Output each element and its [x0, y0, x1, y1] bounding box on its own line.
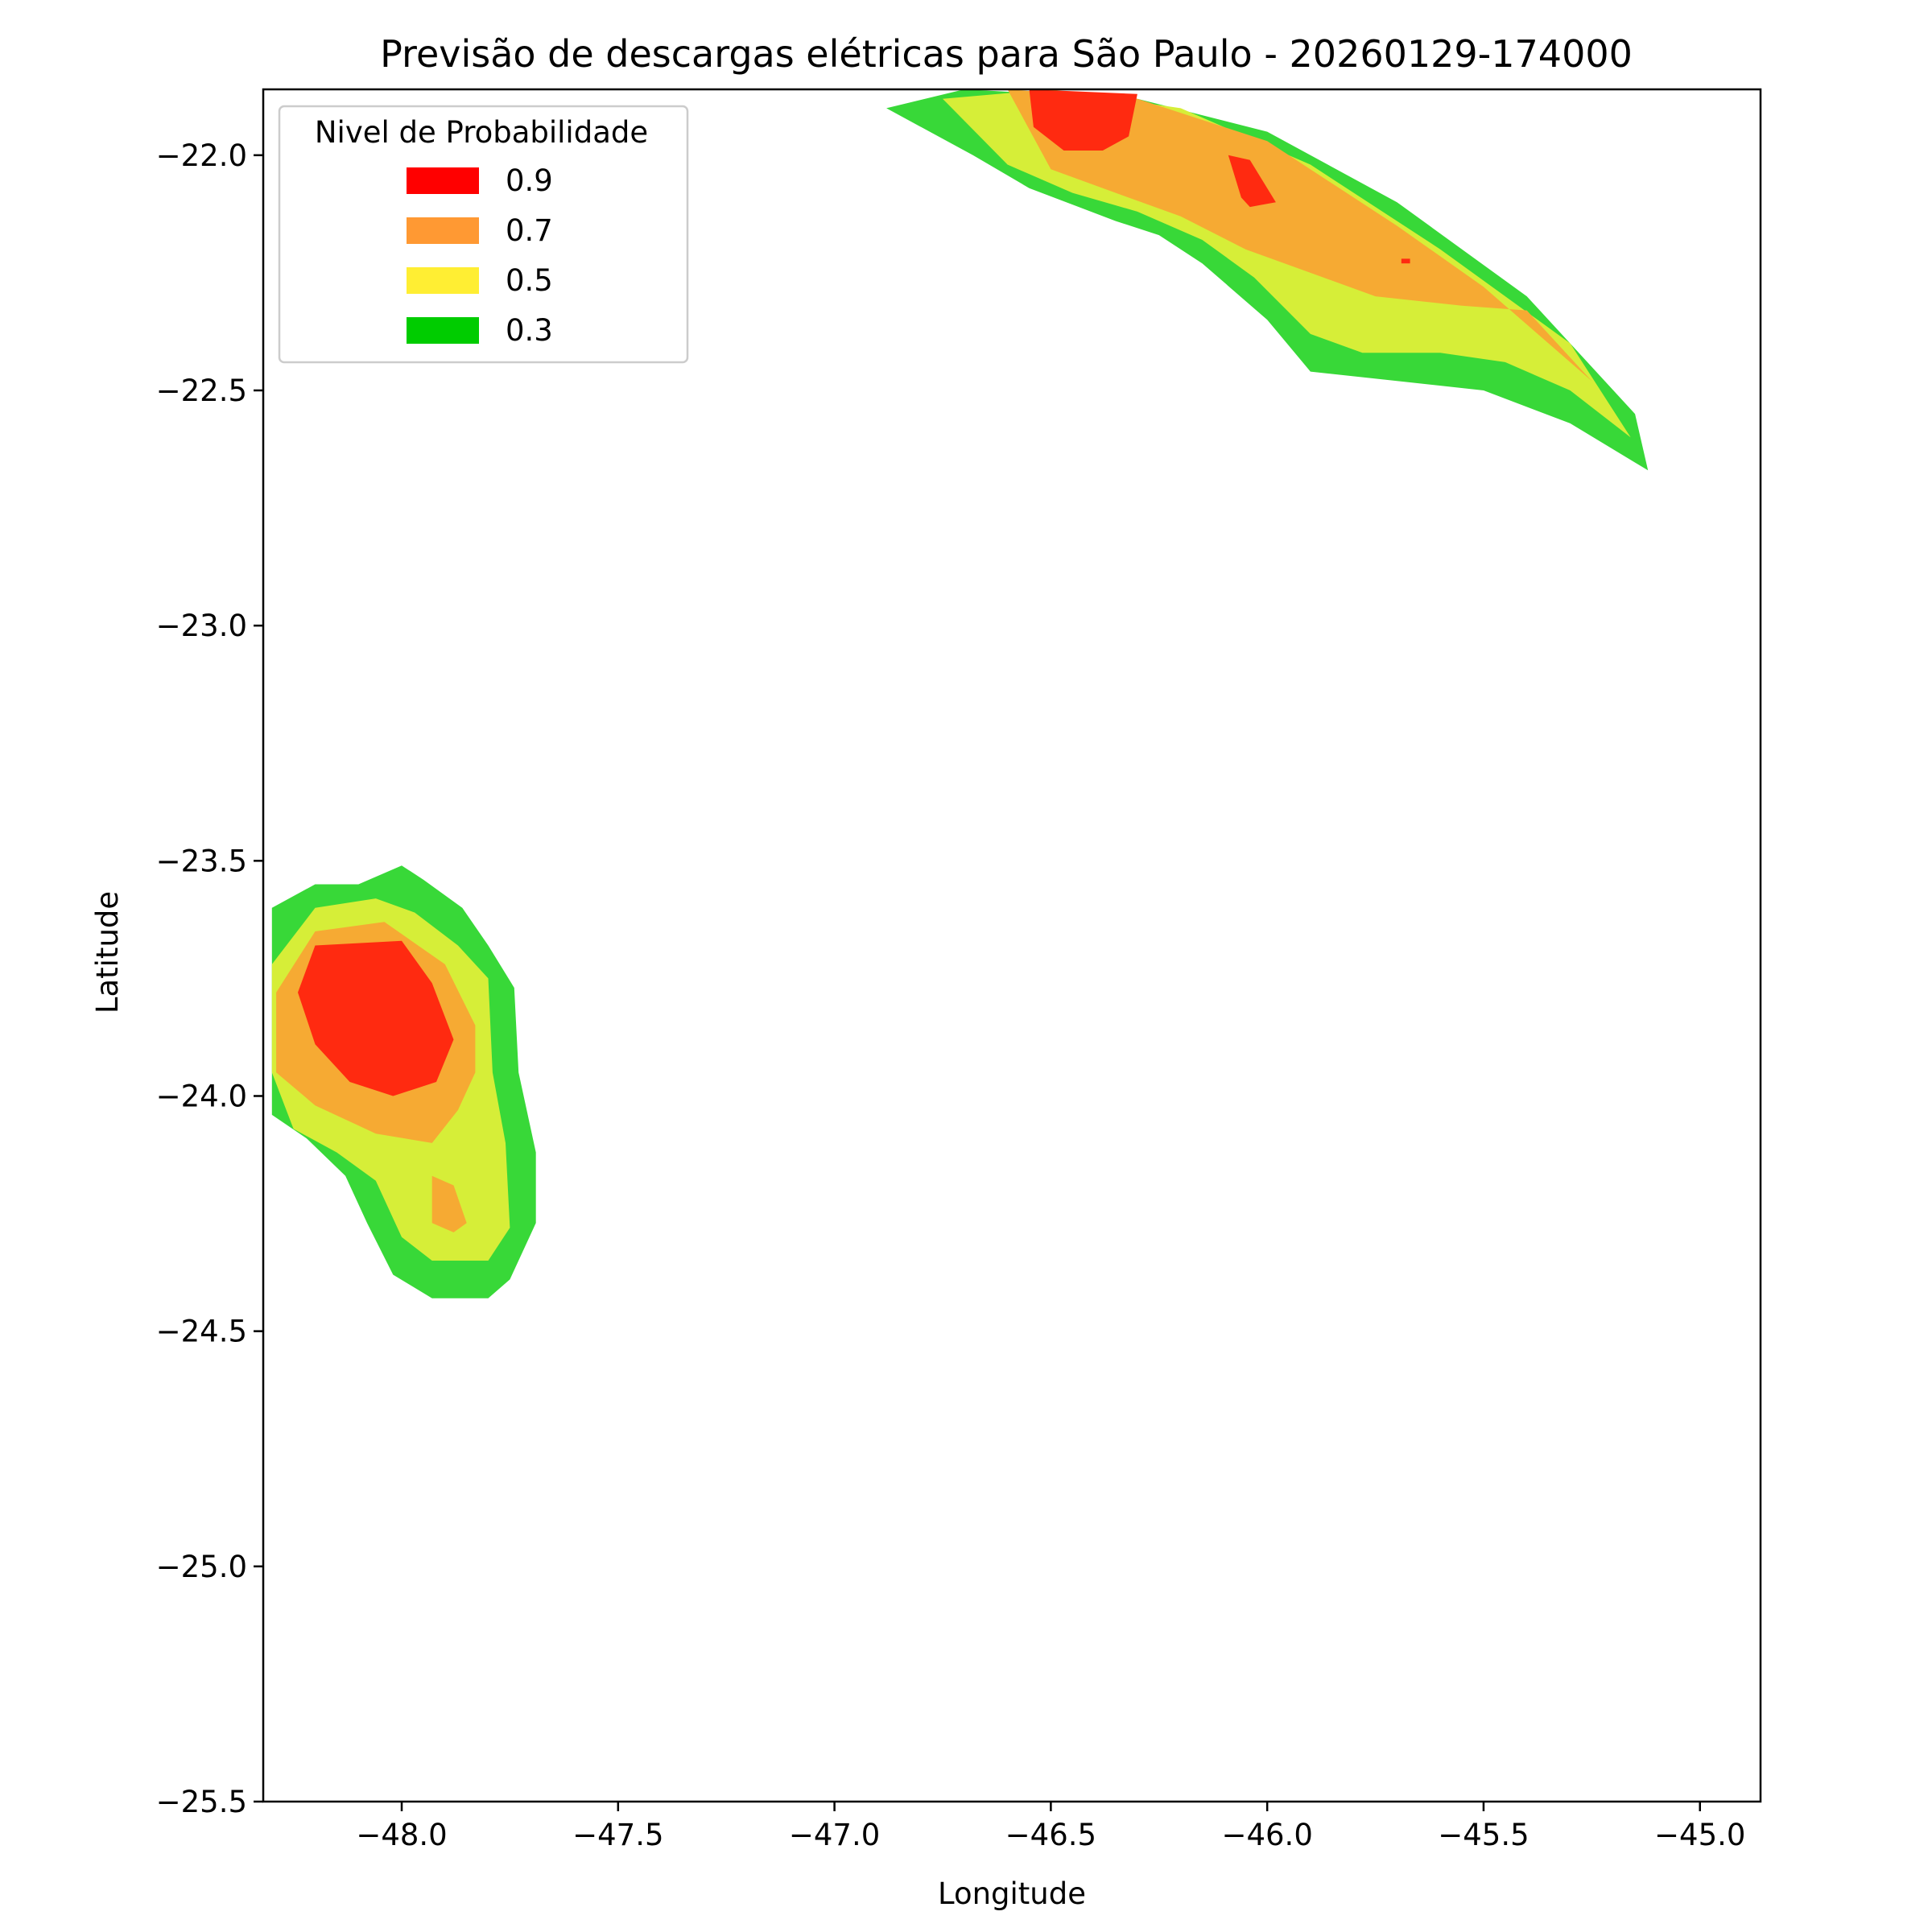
y-axis-label: Latitude	[90, 891, 125, 1013]
x-tick-label: −48.0	[356, 1818, 447, 1852]
contour-level-0-7	[431, 1175, 467, 1232]
legend-label: 0.3	[506, 313, 553, 348]
x-tick-label: −46.0	[1221, 1818, 1312, 1852]
y-tick-label: −24.5	[156, 1315, 247, 1349]
y-tick-label: −22.5	[156, 374, 247, 408]
legend-swatch	[407, 167, 479, 194]
southwest-cell	[271, 865, 536, 1298]
contour-level-0-9	[298, 940, 454, 1096]
y-tick-label: −23.0	[156, 609, 247, 643]
legend-swatch	[407, 217, 479, 244]
plot-area	[262, 88, 1762, 1803]
x-tick-label: −45.5	[1438, 1818, 1529, 1852]
y-axis-ticks: −22.0 −22.5 −23.0 −23.5 −24.0 −24.5 −25.0 −25.5	[156, 138, 263, 1819]
x-tick-label: −47.0	[789, 1818, 880, 1852]
legend-label: 0.7	[506, 213, 553, 248]
x-tick-label: −45.0	[1654, 1818, 1745, 1852]
legend-entries: 0.9 0.7 0.5 0.3	[407, 163, 553, 348]
y-tick-label: −25.0	[156, 1550, 247, 1584]
contour-level-0-9	[1029, 89, 1137, 151]
y-tick-label: −24.0	[156, 1079, 247, 1113]
legend-label: 0.5	[506, 263, 553, 298]
chart-title: Previsão de descargas elétricas para São…	[380, 32, 1633, 76]
x-axis-label: Longitude	[938, 1876, 1086, 1911]
axes-frame	[262, 88, 1762, 1803]
x-axis-ticks: −48.0 −47.5 −47.0 −46.5 −46.0 −45.5 −45.0	[356, 1802, 1745, 1852]
legend: Nivel de Probabilidade 0.9 0.7 0.5 0.3	[278, 105, 689, 364]
x-tick-label: −47.5	[572, 1818, 663, 1852]
y-tick-label: −25.5	[156, 1785, 247, 1819]
legend-swatch	[407, 267, 479, 294]
contour-level-0-7	[1007, 89, 1592, 382]
legend-box	[278, 105, 689, 364]
legend-label: 0.9	[506, 163, 553, 198]
y-tick-label: −23.5	[156, 844, 247, 878]
contour-fills	[271, 89, 1649, 1298]
legend-swatch	[407, 317, 479, 344]
x-tick-label: −46.5	[1005, 1818, 1096, 1852]
y-tick-label: −22.0	[156, 138, 247, 173]
northeast-cell	[886, 89, 1649, 471]
legend-title: Nivel de Probabilidade	[315, 115, 648, 150]
contour-level-0-9	[1228, 155, 1276, 208]
contour-level-0-9	[1401, 258, 1410, 264]
